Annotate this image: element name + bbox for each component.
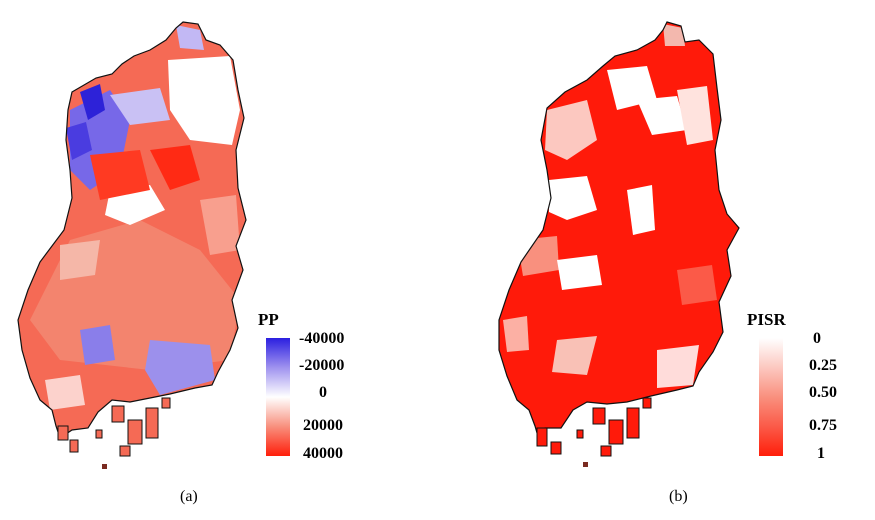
pisr-legend-tick: 0.50 <box>809 384 837 401</box>
pp-legend-tick: -40000 <box>299 330 345 347</box>
pp-legend-colorbar <box>266 338 290 456</box>
pisr-map-fill <box>499 22 739 440</box>
pisr-legend-title: PISR <box>747 310 786 329</box>
caption-b: (b) <box>669 488 688 505</box>
pp-map <box>17 21 247 469</box>
pisr-legend-tick: 0.25 <box>809 357 837 374</box>
pp-map-fill <box>18 22 246 438</box>
pp-legend-tick: 20000 <box>303 417 343 434</box>
pisr-map-islands <box>536 397 652 467</box>
map-panel-pp: PP -40000 -20000 0 20000 40000 (a) <box>0 0 437 520</box>
pisr-legend-tick: 0.75 <box>809 417 837 434</box>
pisr-map <box>498 21 740 467</box>
pisr-legend-colorbar <box>759 338 783 456</box>
pp-legend-tick: 40000 <box>303 445 343 462</box>
pp-legend-tick: -20000 <box>299 357 345 374</box>
pp-map-islands <box>57 397 171 469</box>
map-panel-pisr: PISR 0 0.25 0.50 0.75 1 (b) <box>437 0 875 520</box>
pisr-legend-tick: 0 <box>813 330 821 347</box>
pp-legend-title: PP <box>258 310 279 329</box>
caption-a: (a) <box>180 488 198 505</box>
pisr-legend-tick: 1 <box>817 445 825 462</box>
pp-legend-tick: 0 <box>319 384 327 401</box>
